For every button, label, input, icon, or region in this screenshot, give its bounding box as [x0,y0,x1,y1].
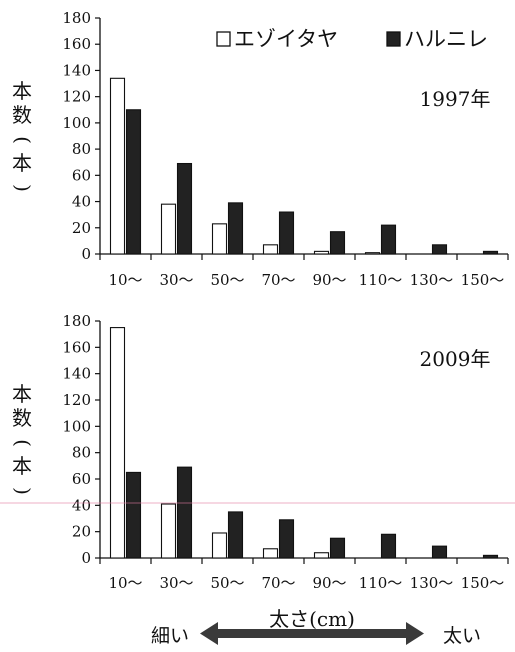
legend-label-ezoitaya: エゾイタヤ [234,27,338,51]
x-tick-label: 10～ [108,271,142,289]
y-tick-label: 100 [62,114,91,132]
y-axis-label-char: 本 [12,382,32,406]
bar-harunire [380,533,397,559]
bar-ezoitaya [211,223,228,255]
bar-ezoitaya [313,250,330,255]
thin-label: 細い [151,625,189,647]
y-tick-label: 120 [62,391,91,409]
y-axis-label-char: ( [11,136,35,144]
bar-harunire [482,554,499,559]
y-tick-label: 160 [62,338,91,356]
y-tick-label: 60 [72,166,91,184]
bar-ezoitaya [160,503,177,559]
arrow-head-right [406,622,424,645]
y-tick-label: 0 [81,549,91,567]
y-tick-label: 40 [72,193,91,211]
bar-ezoitaya [262,244,279,255]
arrow-shaft [216,629,408,638]
y-axis-label-char: 数 [12,103,32,127]
x-tick-label: 30～ [159,271,193,289]
y-tick-label: 180 [62,312,91,330]
bar-harunire [278,211,295,255]
y-tick-label: 80 [72,140,91,158]
x-tick-label: 110～ [359,271,403,289]
bar-harunire [227,511,244,559]
legend-swatch-ezoitaya [216,31,231,47]
y-tick-label: 120 [62,88,91,106]
legend-swatch-harunire [386,31,401,47]
year-annotation: 1997年 [420,87,491,111]
y-axis-label-char: 本 [12,79,32,103]
x-tick-label: 10～ [108,574,142,592]
y-tick-label: 20 [72,523,91,541]
bar-harunire [329,537,346,559]
bar-harunire [176,162,193,255]
x-tick-label: 150～ [461,271,505,289]
bar-ezoitaya [109,77,126,255]
x-tick-label: 150～ [461,574,505,592]
x-tick-label: 50～ [210,271,244,289]
x-tick-label: 130～ [410,271,454,289]
bar-harunire [431,244,448,255]
bar-harunire [125,471,142,559]
y-axis-label-char: ) [11,487,35,495]
y-tick-label: 140 [62,61,91,79]
x-tick-label: 50～ [210,574,244,592]
y-axis-label-char: 本 [12,454,32,478]
y-tick-label: 40 [72,496,91,514]
bar-harunire [431,545,448,559]
bar-ezoitaya [364,252,381,255]
bar-harunire [227,202,244,255]
bar-harunire [278,519,295,559]
x-tick-label: 70～ [261,271,295,289]
bar-harunire [125,109,142,255]
bar-harunire [329,231,346,255]
y-axis-label-char: ( [11,439,35,447]
x-tick-label: 130～ [410,574,454,592]
x-tick-label: 90～ [312,574,346,592]
y-tick-label: 60 [72,470,91,488]
legend-label-harunire: ハルニレ [404,27,488,51]
x-axis-label: 太さ(cm) [269,607,355,631]
bar-ezoitaya [262,548,279,559]
x-tick-label: 30～ [159,574,193,592]
bar-harunire [380,224,397,255]
bar-ezoitaya [313,552,330,559]
bar-ezoitaya [109,327,126,559]
y-tick-label: 20 [72,219,91,237]
y-tick-label: 0 [81,245,91,263]
y-axis-label-char: ) [11,184,35,192]
y-tick-label: 80 [72,444,91,462]
bar-harunire [176,466,193,559]
y-tick-label: 100 [62,417,91,435]
bar-ezoitaya [211,532,228,559]
y-tick-label: 140 [62,365,91,383]
year-annotation: 2009年 [420,347,491,371]
bar-harunire [482,250,499,255]
y-axis-label-char: 本 [12,151,32,175]
arrow-head-left [200,622,218,645]
thick-label: 太い [443,625,481,647]
x-tick-label: 90～ [312,271,346,289]
y-tick-label: 160 [62,35,91,53]
x-tick-label: 70～ [261,574,295,592]
x-tick-label: 110～ [359,574,403,592]
bar-ezoitaya [160,203,177,255]
y-axis-label-char: 数 [12,406,32,430]
y-tick-label: 180 [62,9,91,27]
